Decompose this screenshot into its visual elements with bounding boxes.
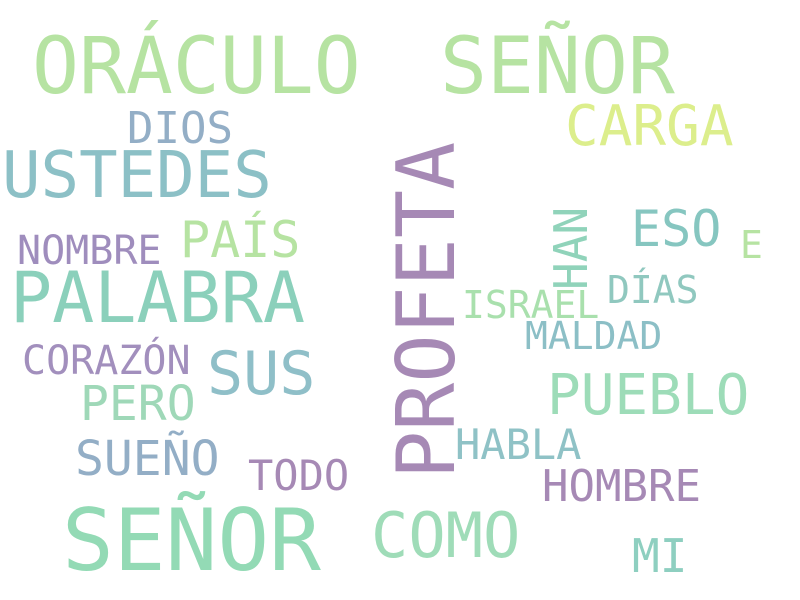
word-senor-bottom: SEÑOR xyxy=(62,491,321,591)
word-israel: ISRAEL xyxy=(462,283,600,327)
word-corazon: CORAZÓN xyxy=(22,338,191,384)
word-palabra: PALABRA xyxy=(10,257,306,339)
word-e: E xyxy=(740,223,763,267)
word-habla: HABLA xyxy=(455,420,582,469)
word-maldad: MALDAD xyxy=(525,314,663,358)
word-pero: PERO xyxy=(80,376,196,432)
word-todo: TODO xyxy=(248,451,350,500)
word-pueblo: PUEBLO xyxy=(547,363,750,428)
word-senor-top: SEÑOR xyxy=(440,22,675,112)
word-eso: ESO xyxy=(631,200,722,258)
word-sus: SUS xyxy=(207,339,316,409)
word-ustedes: USTEDES xyxy=(2,139,272,213)
word-como: COMO xyxy=(371,499,521,572)
word-dios: DIOS xyxy=(127,103,233,154)
word-sueno: SUEÑO xyxy=(75,431,220,487)
word-han: HAN xyxy=(544,206,598,290)
word-mi: MI xyxy=(632,529,688,583)
word-carga: CARGA xyxy=(565,94,734,159)
word-dias: DÍAS xyxy=(607,268,699,312)
word-oraculo: ORÁCULO xyxy=(32,22,361,112)
word-nombre: NOMBRE xyxy=(17,228,162,274)
word-hombre: HOMBRE xyxy=(542,461,701,512)
word-pais: PAÍS xyxy=(180,211,301,269)
